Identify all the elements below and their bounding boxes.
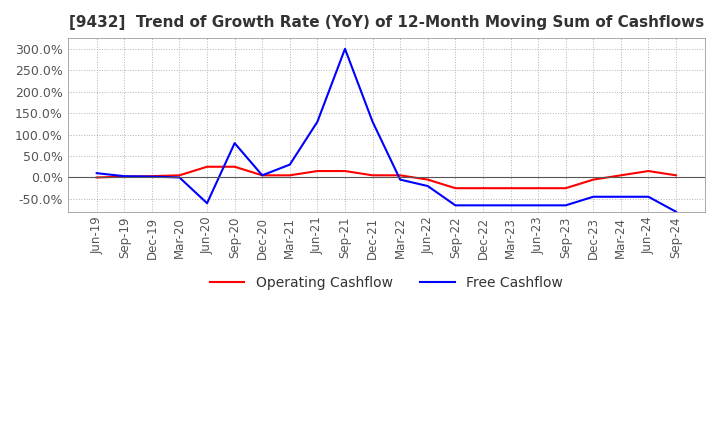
Operating Cashflow: [672, 172, 680, 178]
Free Cashflow: [644, 194, 653, 199]
Free Cashflow: [313, 119, 322, 125]
Free Cashflow: [120, 173, 129, 179]
Free Cashflow: [230, 140, 239, 146]
Operating Cashflow: [451, 186, 459, 191]
Operating Cashflow: [644, 169, 653, 174]
Free Cashflow: [92, 171, 101, 176]
Operating Cashflow: [506, 186, 515, 191]
Free Cashflow: [479, 203, 487, 208]
Free Cashflow: [616, 194, 625, 199]
Free Cashflow: [203, 201, 212, 206]
Free Cashflow: [258, 172, 266, 178]
Operating Cashflow: [286, 172, 294, 178]
Free Cashflow: [368, 119, 377, 125]
Line: Operating Cashflow: Operating Cashflow: [96, 167, 676, 188]
Operating Cashflow: [230, 164, 239, 169]
Free Cashflow: [286, 162, 294, 167]
Operating Cashflow: [175, 172, 184, 178]
Free Cashflow: [451, 203, 459, 208]
Line: Free Cashflow: Free Cashflow: [96, 49, 676, 212]
Operating Cashflow: [589, 177, 598, 182]
Operating Cashflow: [534, 186, 542, 191]
Operating Cashflow: [148, 173, 156, 179]
Operating Cashflow: [258, 172, 266, 178]
Free Cashflow: [341, 46, 349, 51]
Operating Cashflow: [616, 172, 625, 178]
Operating Cashflow: [562, 186, 570, 191]
Free Cashflow: [506, 203, 515, 208]
Operating Cashflow: [92, 175, 101, 180]
Operating Cashflow: [203, 164, 212, 169]
Operating Cashflow: [479, 186, 487, 191]
Free Cashflow: [423, 183, 432, 189]
Free Cashflow: [562, 203, 570, 208]
Free Cashflow: [534, 203, 542, 208]
Free Cashflow: [396, 177, 405, 182]
Operating Cashflow: [313, 169, 322, 174]
Free Cashflow: [175, 175, 184, 180]
Operating Cashflow: [341, 169, 349, 174]
Legend: Operating Cashflow, Free Cashflow: Operating Cashflow, Free Cashflow: [204, 270, 569, 295]
Operating Cashflow: [396, 172, 405, 178]
Title: [9432]  Trend of Growth Rate (YoY) of 12-Month Moving Sum of Cashflows: [9432] Trend of Growth Rate (YoY) of 12-…: [68, 15, 704, 30]
Free Cashflow: [148, 174, 156, 179]
Free Cashflow: [672, 209, 680, 214]
Operating Cashflow: [120, 174, 129, 179]
Free Cashflow: [589, 194, 598, 199]
Operating Cashflow: [423, 177, 432, 182]
Operating Cashflow: [368, 172, 377, 178]
